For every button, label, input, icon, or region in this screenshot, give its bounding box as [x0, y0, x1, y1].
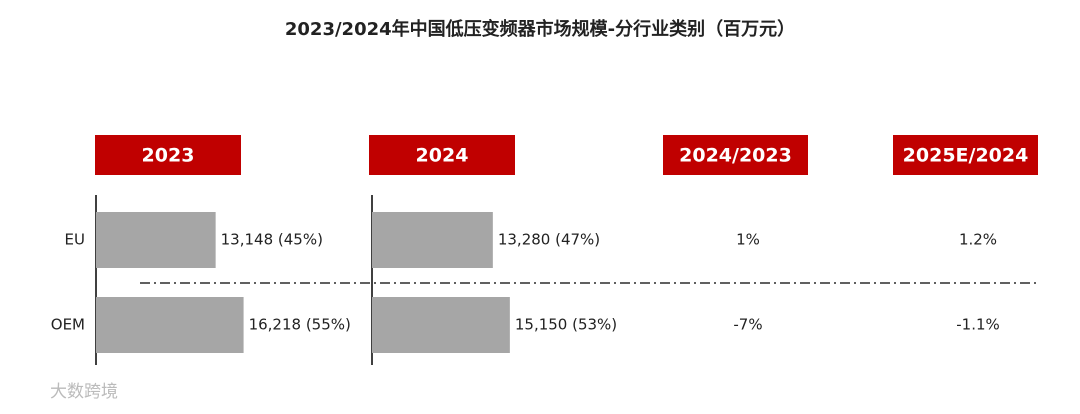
column-header-box: [95, 135, 241, 175]
category-label: EU: [65, 231, 85, 249]
column-header-box: [893, 135, 1038, 175]
growth-label: 1.2%: [959, 231, 997, 249]
bar: [372, 212, 493, 268]
column-header-box: [369, 135, 515, 175]
chart-title: 2023/2024年中国低压变频器市场规模-分行业类别（百万元）: [285, 18, 795, 40]
growth-label: 1%: [736, 231, 760, 249]
bar: [372, 297, 510, 353]
bar: [96, 212, 216, 268]
value-label: 13,280 (47%): [498, 231, 600, 249]
value-label: 15,150 (53%): [515, 316, 617, 334]
column-header-box: [663, 135, 808, 175]
column-header: 2024: [416, 145, 469, 167]
growth-label: -7%: [733, 316, 762, 334]
source-logo: 大数跨境: [50, 382, 118, 402]
column-header: 2025E/2024: [903, 145, 1029, 167]
growth-label: -1.1%: [956, 316, 1000, 334]
column-header: 2023: [142, 145, 195, 167]
category-label: OEM: [51, 316, 85, 334]
value-label: 16,218 (55%): [249, 316, 351, 334]
value-label: 13,148 (45%): [221, 231, 323, 249]
bar: [96, 297, 244, 353]
column-header: 2024/2023: [679, 145, 792, 167]
